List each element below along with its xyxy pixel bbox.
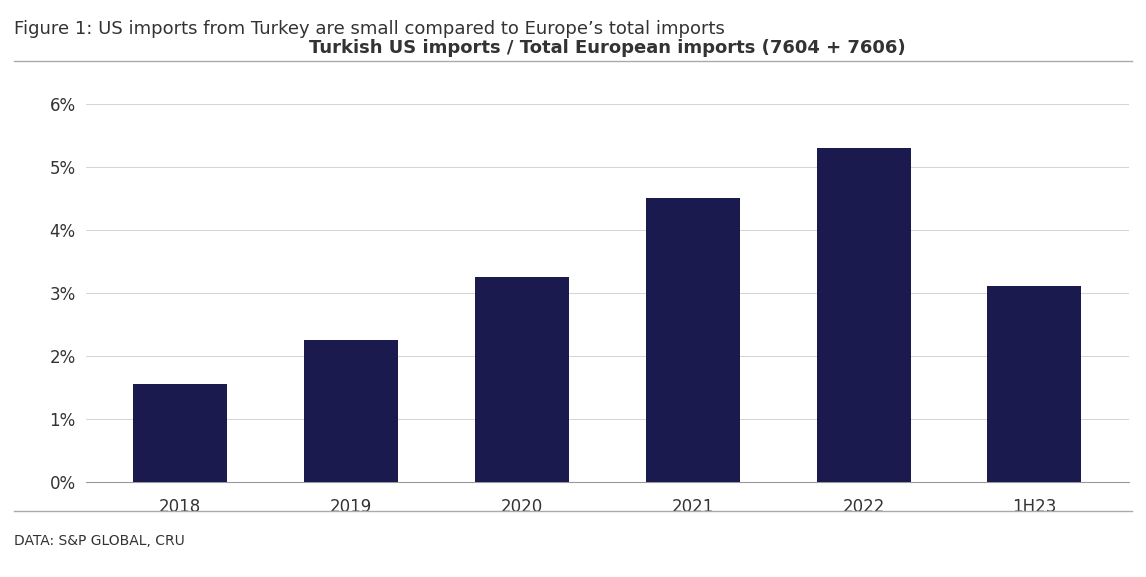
- Text: DATA: S&P GLOBAL, CRU: DATA: S&P GLOBAL, CRU: [14, 534, 185, 548]
- Bar: [133, 384, 227, 482]
- Bar: [988, 286, 1082, 482]
- Title: Turkish US imports / Total European imports (7604 + 7606): Turkish US imports / Total European impo…: [309, 39, 905, 57]
- Bar: [817, 148, 911, 482]
- Text: Figure 1: US imports from Turkey are small compared to Europe’s total imports: Figure 1: US imports from Turkey are sma…: [14, 20, 724, 38]
- Bar: [304, 340, 398, 482]
- Bar: [474, 277, 568, 482]
- Bar: [646, 198, 740, 482]
